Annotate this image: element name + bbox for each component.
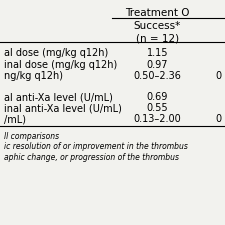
Text: /mL): /mL) (4, 114, 27, 124)
Text: aphic change, or progression of the thrombus: aphic change, or progression of the thro… (4, 153, 180, 162)
Text: ic resolution of or improvement in the thrombus: ic resolution of or improvement in the t… (4, 142, 188, 151)
Text: 0: 0 (215, 71, 221, 81)
Text: 0.50–2.36: 0.50–2.36 (134, 71, 181, 81)
Text: inal anti-Xa level (U/mL): inal anti-Xa level (U/mL) (4, 104, 122, 113)
Text: 0.97: 0.97 (147, 60, 168, 70)
Text: Success*: Success* (134, 21, 181, 31)
Text: ll comparisons: ll comparisons (4, 132, 60, 141)
Text: 1.15: 1.15 (147, 48, 168, 58)
Text: (n = 12): (n = 12) (136, 34, 179, 44)
Text: Treatment O: Treatment O (125, 8, 190, 18)
Text: 0.13–2.00: 0.13–2.00 (134, 114, 181, 124)
Text: 0: 0 (215, 114, 221, 124)
Text: 0.69: 0.69 (147, 92, 168, 102)
Text: ng/kg q12h): ng/kg q12h) (4, 71, 63, 81)
Text: al dose (mg/kg q12h): al dose (mg/kg q12h) (4, 48, 109, 58)
Text: inal dose (mg/kg q12h): inal dose (mg/kg q12h) (4, 60, 118, 70)
Text: al anti-Xa level (U/mL): al anti-Xa level (U/mL) (4, 92, 113, 102)
Text: 0.55: 0.55 (147, 104, 168, 113)
